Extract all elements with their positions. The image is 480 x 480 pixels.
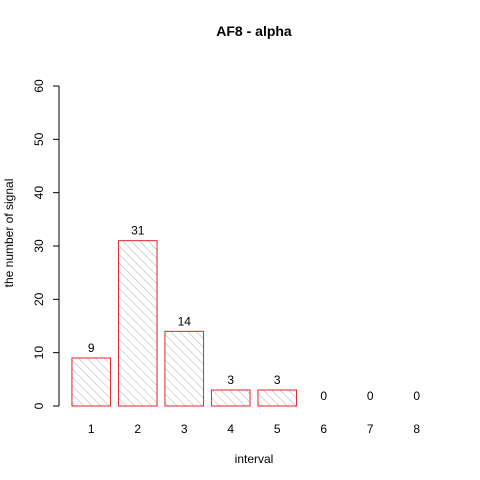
x-tick-label: 4	[227, 422, 234, 436]
bar-labels: 9 31 14 3 3 0 0 0	[88, 224, 421, 403]
y-axis-label: the number of signal	[2, 179, 16, 288]
bar	[117, 240, 158, 407]
y-tick-label: 10	[32, 346, 46, 360]
y-tick-label: 40	[32, 186, 46, 200]
bar	[71, 357, 112, 407]
bars	[71, 240, 298, 407]
bar-data-label: 3	[274, 373, 281, 387]
bar	[210, 389, 251, 407]
y-tick-label: 0	[32, 402, 46, 409]
x-tick-label: 3	[181, 422, 188, 436]
bar-data-label: 0	[367, 389, 374, 403]
y-tick-label: 60	[32, 79, 46, 93]
x-tick-label: 5	[274, 422, 281, 436]
y-tick-label: 30	[32, 239, 46, 253]
x-tick-label: 7	[367, 422, 374, 436]
bar-data-label: 9	[88, 341, 95, 355]
bar-data-label: 31	[131, 224, 145, 238]
bar-data-label: 14	[178, 314, 192, 328]
bar-data-label: 3	[227, 373, 234, 387]
y-tick-label: 50	[32, 132, 46, 146]
x-tick-label: 8	[413, 422, 420, 436]
bar	[257, 389, 298, 407]
y-axis: 0 10 20 30 40 50 60	[32, 79, 60, 409]
chart-title: AF8 - alpha	[216, 23, 292, 39]
x-tick-labels: 1 2 3 4 5 6 7 8	[88, 422, 421, 436]
bar	[164, 330, 205, 407]
x-tick-label: 1	[88, 422, 95, 436]
bar-data-label: 0	[413, 389, 420, 403]
y-tick-label: 20	[32, 292, 46, 306]
x-axis-label: interval	[235, 452, 274, 466]
bar-data-label: 0	[320, 389, 327, 403]
x-tick-label: 6	[320, 422, 327, 436]
x-tick-label: 2	[134, 422, 141, 436]
